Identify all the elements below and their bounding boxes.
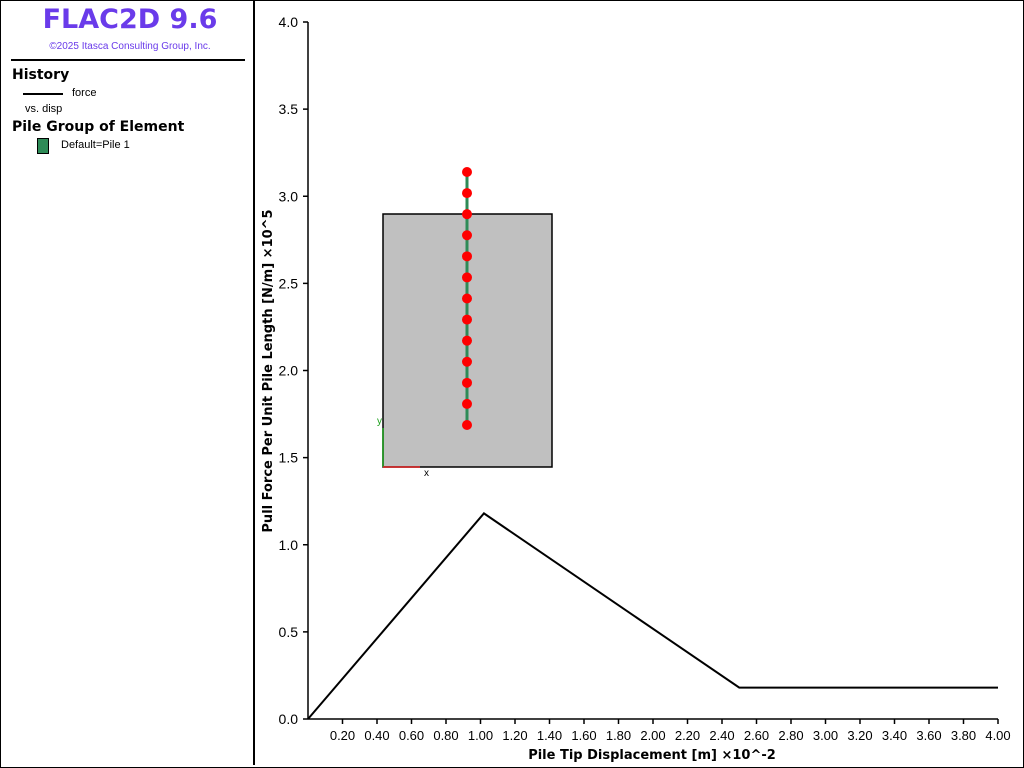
inset-y-axis-label: y xyxy=(377,416,382,427)
x-tick-label: 2.00 xyxy=(640,728,665,743)
y-tick-label: 0.5 xyxy=(279,624,299,640)
x-tick-label: 0.60 xyxy=(399,728,424,743)
app-copyright: ©2025 Itasca Consulting Group, Inc. xyxy=(49,41,211,52)
y-tick-label: 3.5 xyxy=(279,101,299,117)
x-axis-title: Pile Tip Displacement [m] ×10^-2 xyxy=(528,748,776,763)
pile-node xyxy=(462,167,472,177)
legend-panel: FLAC2D 9.6 ©2025 Itasca Consulting Group… xyxy=(1,1,255,765)
x-tick-label: 2.60 xyxy=(744,728,769,743)
x-tick-label: 1.40 xyxy=(537,728,562,743)
y-tick-label: 2.0 xyxy=(279,363,299,379)
series-line-force xyxy=(307,512,998,720)
x-tick-label: 0.20 xyxy=(330,728,355,743)
pile-node xyxy=(462,293,472,304)
x-tick-label: 2.80 xyxy=(778,728,803,743)
pile-node xyxy=(462,335,472,346)
y-tick-label: 3.0 xyxy=(279,188,299,204)
y-tick-label: 4.0 xyxy=(279,14,299,30)
pile-nodes xyxy=(462,167,472,430)
y-ticks: 0.0 0.5 1.0 1.5 2.0 2.5 3.0 3.5 4.0 xyxy=(279,14,308,727)
x-tick-label: 3.60 xyxy=(916,728,941,743)
x-tick-label: 3.20 xyxy=(847,728,872,743)
x-tick-label: 1.60 xyxy=(571,728,596,743)
title-divider xyxy=(11,59,245,61)
model-inset: x y xyxy=(377,167,553,479)
y-tick-label: 0.0 xyxy=(279,711,299,727)
pile-node xyxy=(462,420,472,430)
x-tick-label: 2.40 xyxy=(709,728,734,743)
x-ticks: 0.20 0.40 0.60 0.80 1.00 1.20 1.40 1.60 1.80 2.00… xyxy=(330,719,1011,743)
pile-node xyxy=(462,230,472,241)
pile-node xyxy=(462,398,472,409)
inset-x-axis-label: x xyxy=(424,468,429,479)
y-tick-label: 1.5 xyxy=(279,450,299,466)
history-heading: History xyxy=(12,67,70,83)
group-heading: Pile Group of Element xyxy=(12,119,185,135)
group-color-swatch xyxy=(37,138,49,154)
x-tick-label: 3.80 xyxy=(951,728,976,743)
y-tick-label: 1.0 xyxy=(279,537,299,553)
x-tick-label: 1.00 xyxy=(468,728,493,743)
x-tick-label: 3.00 xyxy=(813,728,838,743)
series-layer xyxy=(307,512,998,720)
x-tick-label: 0.80 xyxy=(433,728,458,743)
x-tick-label: 1.20 xyxy=(502,728,527,743)
pile-node xyxy=(462,377,472,388)
y-axis-title: Pull Force Per Unit Pile Length [N/m] ×1… xyxy=(261,209,276,532)
x-tick-label: 4.00 xyxy=(985,728,1010,743)
pile-node xyxy=(462,251,472,262)
pile-node xyxy=(462,209,472,220)
x-tick-label: 0.40 xyxy=(364,728,389,743)
history-line-swatch xyxy=(23,93,63,95)
x-tick-label: 3.40 xyxy=(882,728,907,743)
pile-node xyxy=(462,188,472,199)
app-title: FLAC2D 9.6 xyxy=(42,4,218,35)
pile-node xyxy=(462,272,472,283)
x-tick-label: 1.80 xyxy=(606,728,631,743)
y-tick-label: 2.5 xyxy=(279,275,299,291)
group-item-label: Default=Pile 1 xyxy=(61,139,130,151)
history-vs-label: vs. disp xyxy=(25,103,63,115)
history-series-label: force xyxy=(72,87,97,99)
pile-node xyxy=(462,356,472,367)
x-tick-label: 2.20 xyxy=(675,728,700,743)
pile-node xyxy=(462,314,472,325)
